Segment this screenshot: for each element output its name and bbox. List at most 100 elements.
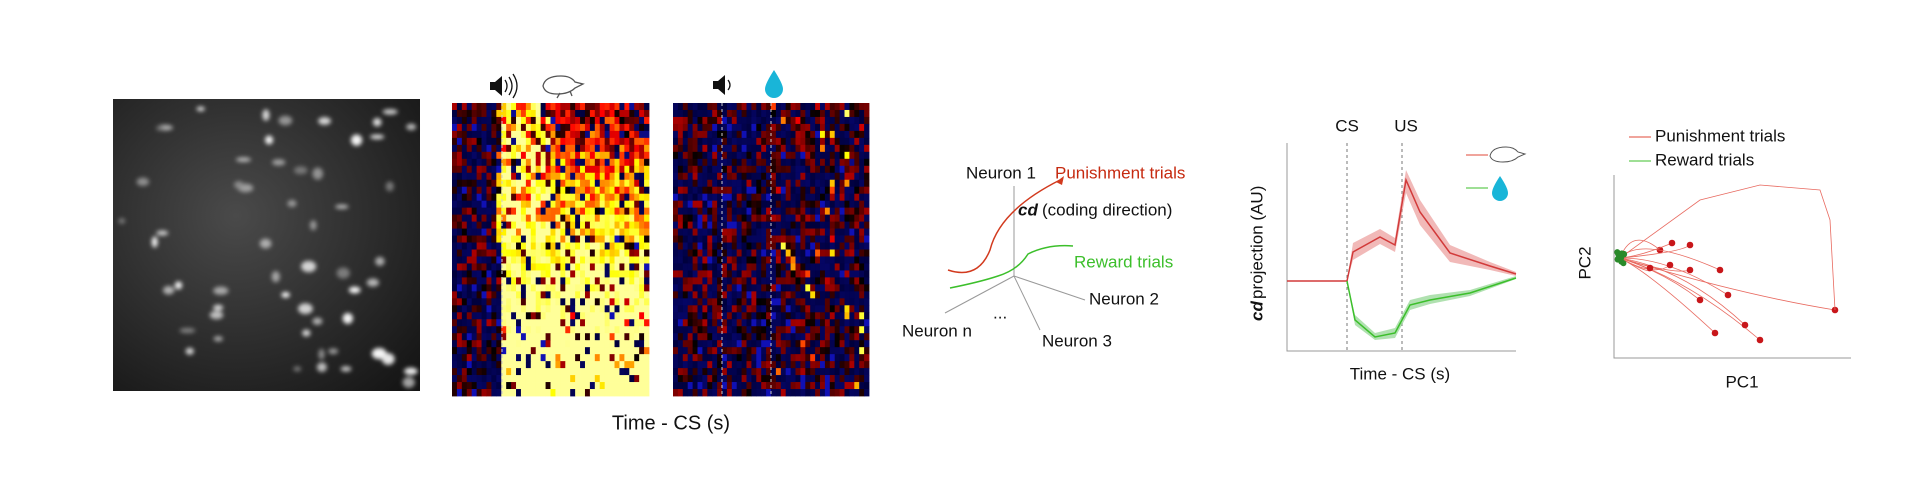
- heatmap-cell: [785, 103, 791, 111]
- heatmap-cell: [491, 382, 497, 390]
- heatmap-cell: [466, 389, 473, 397]
- heatmap-cell: [790, 347, 796, 355]
- heatmap-cell: [712, 389, 718, 397]
- heatmap-cell: [780, 109, 787, 118]
- heatmap-cell: [525, 165, 532, 174]
- heatmap-cell: [775, 165, 782, 174]
- heatmap-cell: [849, 242, 855, 250]
- heatmap-cell: [707, 368, 713, 376]
- heatmap-cell: [476, 382, 482, 390]
- heatmap-cell: [624, 347, 630, 355]
- heatmap-cell: [722, 214, 728, 222]
- heatmap-cell: [751, 291, 757, 299]
- heatmap-cell: [486, 172, 492, 181]
- heatmap-cell: [849, 200, 855, 209]
- heatmap-cell: [780, 382, 787, 390]
- axis-label: Neuron 2: [1089, 289, 1159, 308]
- heatmap-cell: [560, 179, 566, 188]
- heatmap-cell: [639, 144, 645, 153]
- heatmap-cell: [491, 249, 497, 257]
- heatmap-cell: [741, 214, 747, 222]
- heatmap-cell: [520, 193, 527, 202]
- heatmap-cell: [790, 389, 796, 397]
- heatmap-cell: [496, 305, 502, 313]
- heatmap-cell: [820, 375, 826, 383]
- heatmap-cell: [839, 277, 845, 285]
- heatmap-cell: [859, 256, 865, 264]
- heatmap-cell: [570, 193, 576, 202]
- heatmap-cell: [687, 354, 693, 362]
- heatmap-cell: [560, 354, 566, 362]
- heatmap-cell: [795, 375, 801, 383]
- heatmap-cell: [575, 284, 581, 292]
- heatmap-cell: [854, 221, 860, 229]
- heatmap-cell: [535, 340, 542, 348]
- heatmap-cell: [673, 375, 679, 383]
- heatmap-cell: [589, 193, 596, 202]
- heatmap-cell: [834, 186, 840, 195]
- heatmap-cell: [496, 193, 502, 202]
- heatmap-cell: [775, 137, 782, 146]
- heatmap-cell: [594, 249, 601, 257]
- heatmap-cell: [501, 151, 507, 160]
- heatmap-cell: [614, 284, 620, 292]
- heatmap-cell: [540, 256, 546, 264]
- heatmap-cell: [741, 179, 747, 188]
- heatmap-cell: [751, 144, 757, 153]
- heatmap-cell: [609, 361, 615, 369]
- heatmap-cell: [854, 179, 860, 188]
- heatmap-cell: [589, 277, 596, 285]
- heatmap-cell: [780, 249, 787, 257]
- heatmap-cell: [673, 284, 679, 292]
- heatmap-cell: [839, 137, 845, 146]
- heatmap-cell: [501, 103, 507, 111]
- heatmap-cell: [466, 179, 473, 188]
- heatmap-cell: [795, 277, 801, 285]
- heatmap-cell: [491, 151, 497, 160]
- heatmap-cell: [491, 172, 497, 181]
- heatmap-cell: [839, 249, 845, 257]
- heatmap-cell: [535, 326, 542, 334]
- heatmap-cell: [677, 186, 684, 195]
- heatmap-cell: [525, 214, 532, 222]
- heatmap-cell: [644, 249, 650, 257]
- heatmap-cell: [644, 305, 650, 313]
- heatmap-cell: [731, 382, 738, 390]
- heatmap-cell: [545, 158, 551, 167]
- heatmap-cell: [535, 214, 542, 222]
- heatmap-cell: [780, 263, 787, 271]
- heatmap-cell: [560, 242, 566, 250]
- heatmap-cell: [751, 389, 757, 397]
- heatmap-cell: [594, 193, 601, 202]
- heatmap-cell: [491, 333, 497, 341]
- heatmap-cell: [614, 263, 620, 271]
- heatmap-cell: [525, 228, 532, 236]
- heatmap-cell: [677, 368, 684, 376]
- heatmap-cell: [844, 116, 850, 125]
- heatmap-cell: [736, 298, 742, 306]
- heatmap-cell: [506, 158, 512, 167]
- heatmap-cell: [614, 249, 620, 257]
- heatmap-cell: [717, 256, 723, 264]
- heatmap-cell: [511, 235, 517, 243]
- heatmap-cell: [456, 144, 463, 153]
- heatmap-cell: [864, 130, 870, 139]
- heatmap-cell: [761, 242, 767, 250]
- heatmap-cell: [639, 137, 645, 146]
- heatmap-cell: [491, 207, 497, 216]
- heatmap-cell: [525, 319, 532, 327]
- heatmap-cell: [506, 368, 512, 376]
- heatmap-cell: [634, 333, 640, 341]
- heatmap-cell: [570, 368, 576, 376]
- heatmap-cell: [535, 389, 542, 397]
- heatmap-cell: [692, 165, 698, 174]
- heatmap-cell: [550, 228, 556, 236]
- heatmap-cell: [565, 123, 571, 132]
- heatmap-cell: [692, 368, 698, 376]
- heatmap-cell: [785, 298, 791, 306]
- heatmap-cell: [491, 242, 497, 250]
- heatmap-cell: [604, 123, 610, 132]
- heatmap-cell: [486, 354, 492, 362]
- heatmap-cell: [466, 235, 473, 243]
- cell: [179, 327, 196, 334]
